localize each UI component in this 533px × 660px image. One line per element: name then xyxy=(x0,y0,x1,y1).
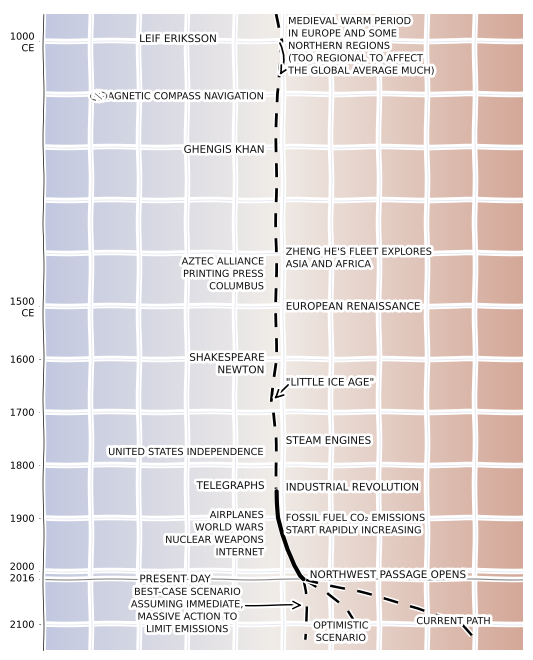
Text: AIRPLANES
WORLD WARS
NUCLEAR WEAPONS
INTERNET: AIRPLANES WORLD WARS NUCLEAR WEAPONS INT… xyxy=(165,510,264,557)
Text: GHENGIS KHAN: GHENGIS KHAN xyxy=(184,145,264,155)
Text: SHAKESPEARE
NEWTON: SHAKESPEARE NEWTON xyxy=(189,353,264,375)
Text: MEDIEVAL WARM PERIOD
IN EUROPE AND SOME
NORTHERN REGIONS
(TOO REGIONAL TO AFFECT: MEDIEVAL WARM PERIOD IN EUROPE AND SOME … xyxy=(288,16,435,76)
Text: ZHENG HE'S FLEET EXPLORES
ASIA AND AFRICA: ZHENG HE'S FLEET EXPLORES ASIA AND AFRIC… xyxy=(286,247,432,269)
Text: EUROPEAN RENAISSANCE: EUROPEAN RENAISSANCE xyxy=(286,302,419,312)
Text: PRESENT DAY: PRESENT DAY xyxy=(139,574,210,584)
Text: UNITED STATES INDEPENDENCE: UNITED STATES INDEPENDENCE xyxy=(108,447,264,457)
Text: OPTIMISTIC
SCENARIO: OPTIMISTIC SCENARIO xyxy=(313,620,369,643)
Text: STEAM ENGINES: STEAM ENGINES xyxy=(286,436,370,446)
Text: CURRENT PATH: CURRENT PATH xyxy=(416,616,491,626)
Text: AZTEC ALLIANCE
PRINTING PRESS
COLUMBUS: AZTEC ALLIANCE PRINTING PRESS COLUMBUS xyxy=(182,257,264,291)
Text: MAGNETIC COMPASS NAVIGATION: MAGNETIC COMPASS NAVIGATION xyxy=(99,91,264,101)
Text: "LITTLE ICE AGE": "LITTLE ICE AGE" xyxy=(286,378,374,387)
Text: LEIF ERIKSSON: LEIF ERIKSSON xyxy=(139,34,216,44)
Text: BEST-CASE SCENARIO
ASSUMING IMMEDIATE,
MASSIVE ACTION TO
LIMIT EMISSIONS: BEST-CASE SCENARIO ASSUMING IMMEDIATE, M… xyxy=(131,587,244,634)
Text: TELEGRAPHS: TELEGRAPHS xyxy=(197,481,264,491)
Text: NORTHWEST PASSAGE OPENS: NORTHWEST PASSAGE OPENS xyxy=(310,570,465,580)
Text: FOSSIL FUEL CO₂ EMISSIONS
START RAPIDLY INCREASING: FOSSIL FUEL CO₂ EMISSIONS START RAPIDLY … xyxy=(286,513,425,535)
Text: INDUSTRIAL REVOLUTION: INDUSTRIAL REVOLUTION xyxy=(286,482,418,492)
